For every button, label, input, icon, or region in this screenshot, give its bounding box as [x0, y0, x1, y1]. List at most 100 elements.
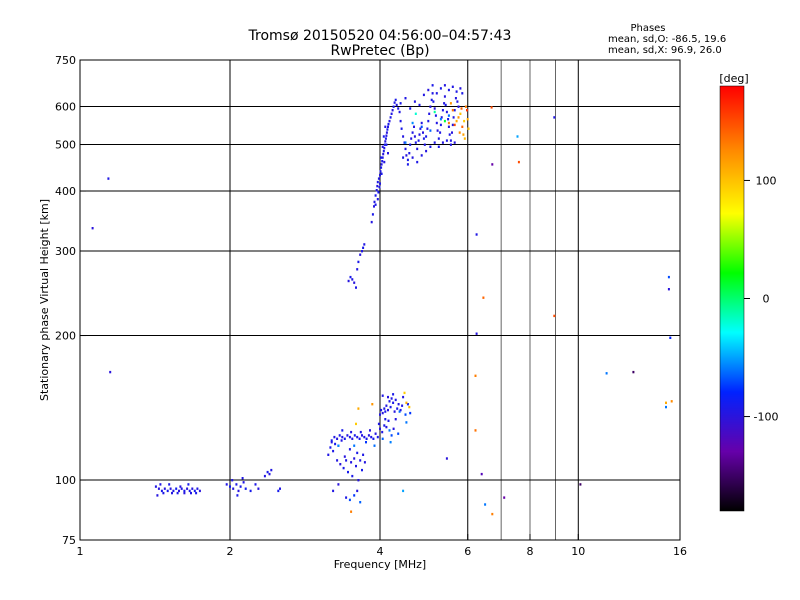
y-tick-label: 75 — [62, 534, 76, 547]
echo-point — [394, 98, 397, 102]
echo-point — [330, 441, 333, 444]
echo-point — [449, 102, 452, 105]
echo-point — [175, 487, 178, 490]
echo-point — [431, 92, 434, 95]
echo-point — [353, 457, 356, 460]
echo-point — [455, 90, 458, 93]
echo-point — [191, 487, 194, 490]
echo-point — [466, 118, 469, 121]
echo-point — [376, 198, 379, 201]
colorbar — [719, 85, 745, 512]
echo-point — [429, 105, 432, 108]
echo-point — [338, 434, 341, 437]
echo-point — [341, 429, 344, 432]
echo-point — [402, 395, 405, 399]
echo-point — [406, 163, 409, 166]
echo-point — [351, 474, 354, 478]
echo-point — [425, 149, 428, 153]
echo-point — [362, 453, 365, 456]
y-axis-label: Stationary phase Virtual Height [km] — [38, 199, 51, 401]
echo-point — [517, 160, 520, 164]
echo-point — [409, 143, 412, 146]
echo-point — [378, 185, 381, 189]
echo-point — [359, 430, 362, 434]
echo-point — [353, 494, 356, 497]
echo-point — [166, 489, 169, 493]
echo-point — [379, 182, 381, 185]
echo-point — [447, 125, 450, 128]
echo-point — [411, 131, 414, 134]
echo-point — [390, 434, 393, 437]
echo-point — [667, 288, 670, 291]
echo-point — [371, 213, 374, 216]
echo-point — [443, 84, 446, 87]
echo-point — [460, 107, 463, 110]
echo-point — [447, 114, 450, 117]
x-axis-ticks: 1 2 4 6 8 10 16 — [77, 534, 687, 558]
echo-point — [453, 123, 456, 127]
echo-point — [343, 455, 346, 458]
echo-point — [361, 468, 363, 472]
echo-point — [393, 101, 396, 104]
echo-point — [449, 143, 452, 146]
y-tick-label: 500 — [55, 139, 76, 152]
echo-point — [445, 110, 448, 114]
echo-point — [398, 110, 401, 114]
echo-point — [459, 112, 462, 115]
echo-point — [384, 125, 387, 128]
echo-point — [180, 487, 183, 490]
echo-point — [231, 479, 234, 482]
echo-point — [388, 119, 391, 123]
echo-point — [377, 422, 380, 426]
echo-point — [356, 435, 359, 439]
echo-point — [435, 121, 438, 125]
echo-point — [443, 102, 446, 105]
echo-point — [422, 131, 424, 134]
echo-point — [169, 487, 172, 490]
echo-point — [429, 129, 432, 132]
phases-header: Phases — [630, 23, 665, 34]
echo-point — [241, 477, 244, 480]
echo-point — [383, 424, 386, 427]
echo-point — [427, 88, 430, 92]
echo-point — [186, 487, 189, 490]
echo-point — [385, 134, 388, 137]
echo-point — [410, 137, 413, 140]
echo-point — [198, 489, 201, 493]
echo-point — [379, 170, 382, 173]
echo-point — [336, 459, 339, 462]
echo-point — [263, 474, 266, 478]
echo-point — [474, 374, 477, 377]
echo-point — [359, 253, 362, 256]
echo-point — [379, 413, 381, 416]
phases-o-stats: mean, sd,O: -86.5, 19.6 — [608, 34, 726, 45]
echo-point — [408, 405, 411, 409]
echo-point — [408, 152, 411, 155]
echo-point — [353, 434, 356, 437]
echo-point — [457, 116, 460, 119]
echo-point — [109, 370, 112, 374]
colorbar-tick-label: -100 — [754, 411, 779, 424]
echo-point — [405, 154, 408, 157]
echo-point — [435, 92, 438, 95]
echo-point — [414, 112, 417, 115]
echo-point — [157, 487, 160, 490]
y-tick-label: 750 — [55, 54, 76, 67]
echo-point — [392, 401, 395, 404]
echo-point — [383, 407, 386, 410]
echo-point — [475, 233, 478, 236]
echo-point — [172, 489, 175, 493]
echo-point — [451, 123, 454, 127]
echo-point — [396, 407, 399, 410]
echo-point — [159, 483, 162, 486]
echo-point — [381, 437, 384, 440]
echo-point — [332, 449, 335, 453]
echo-point — [386, 128, 389, 131]
echo-point — [239, 485, 242, 488]
echo-point — [669, 336, 672, 339]
echo-point — [441, 141, 444, 144]
echo-point — [399, 119, 402, 123]
echo-point — [491, 512, 494, 516]
echo-point — [385, 143, 388, 146]
echo-point — [422, 137, 425, 140]
